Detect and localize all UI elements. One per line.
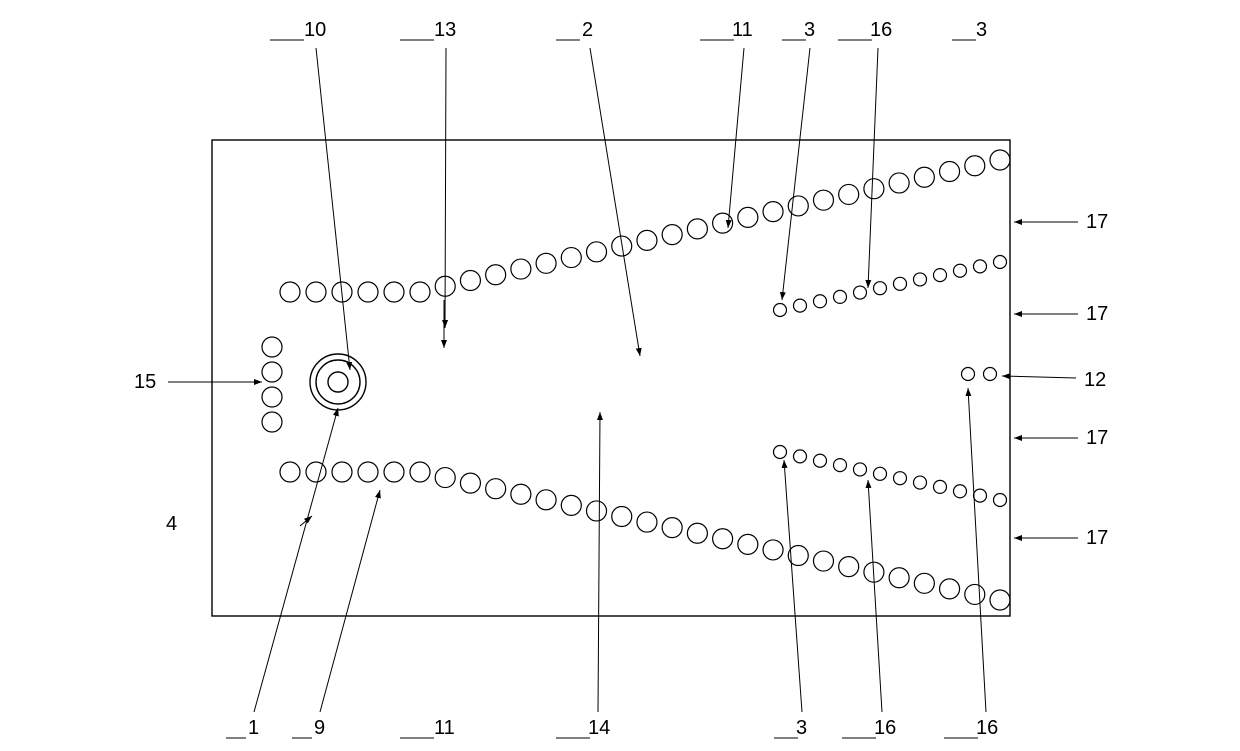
- svg-text:16: 16: [870, 19, 892, 41]
- svg-text:1: 1: [248, 717, 259, 739]
- svg-text:9: 9: [314, 717, 325, 739]
- bounding-rect: [212, 140, 1010, 616]
- svg-text:11: 11: [732, 19, 753, 41]
- svg-text:16: 16: [976, 717, 998, 739]
- svg-text:12: 12: [1084, 369, 1106, 391]
- svg-text:17: 17: [1086, 211, 1108, 233]
- svg-text:10: 10: [304, 19, 326, 41]
- svg-text:11: 11: [434, 717, 455, 739]
- svg-text:3: 3: [976, 19, 987, 41]
- svg-text:3: 3: [796, 717, 807, 739]
- svg-text:3: 3: [804, 19, 815, 41]
- diagram-svg: 10 13 2 11 3 16 3 15 4 12 17 17 17 17 1 9 11 14 3 16 16: [0, 0, 1240, 751]
- svg-text:14: 14: [588, 717, 610, 739]
- svg-text:16: 16: [874, 717, 896, 739]
- svg-text:17: 17: [1086, 527, 1108, 549]
- svg-text:17: 17: [1086, 303, 1108, 325]
- svg-text:17: 17: [1086, 427, 1108, 449]
- svg-text:2: 2: [582, 19, 593, 41]
- svg-text:4: 4: [166, 513, 177, 535]
- svg-text:15: 15: [134, 371, 156, 393]
- svg-text:13: 13: [434, 19, 456, 41]
